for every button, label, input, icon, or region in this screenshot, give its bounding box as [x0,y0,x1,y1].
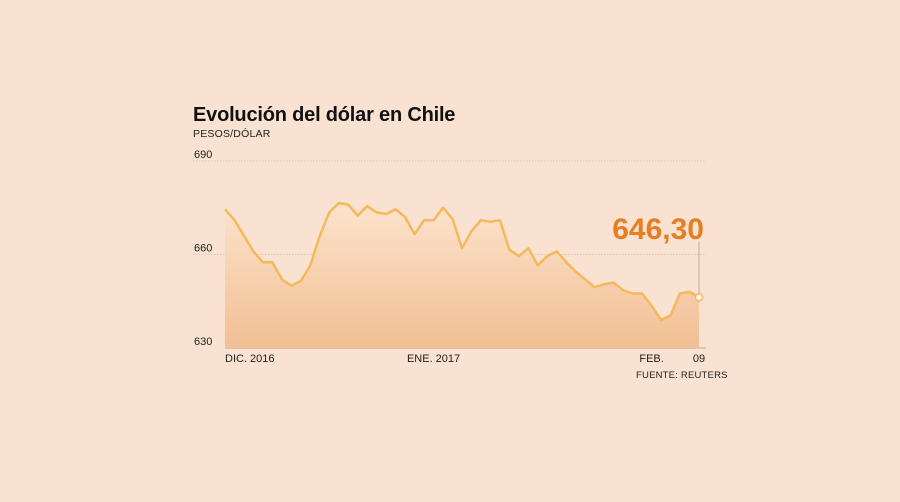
y-unit-label: PESOS/DÓLAR [193,128,271,140]
x-tick-label: DIC. 2016 [225,353,275,365]
x-tick-label: 09 [693,353,705,365]
chart-title: Evolución del dólar en Chile [193,104,456,126]
last-value-callout: 646,30 [612,213,704,246]
y-tick-label: 690 [194,149,212,161]
y-tick-label: 660 [194,243,212,255]
series-line [224,201,700,322]
x-tick-label: FEB. [639,353,663,365]
y-tick-label: 630 [194,336,212,348]
last-value-marker [694,292,704,302]
x-tick-label: ENE. 2017 [407,353,460,365]
series-area [225,203,699,348]
source-note: FUENTE: REUTERS [636,370,728,381]
